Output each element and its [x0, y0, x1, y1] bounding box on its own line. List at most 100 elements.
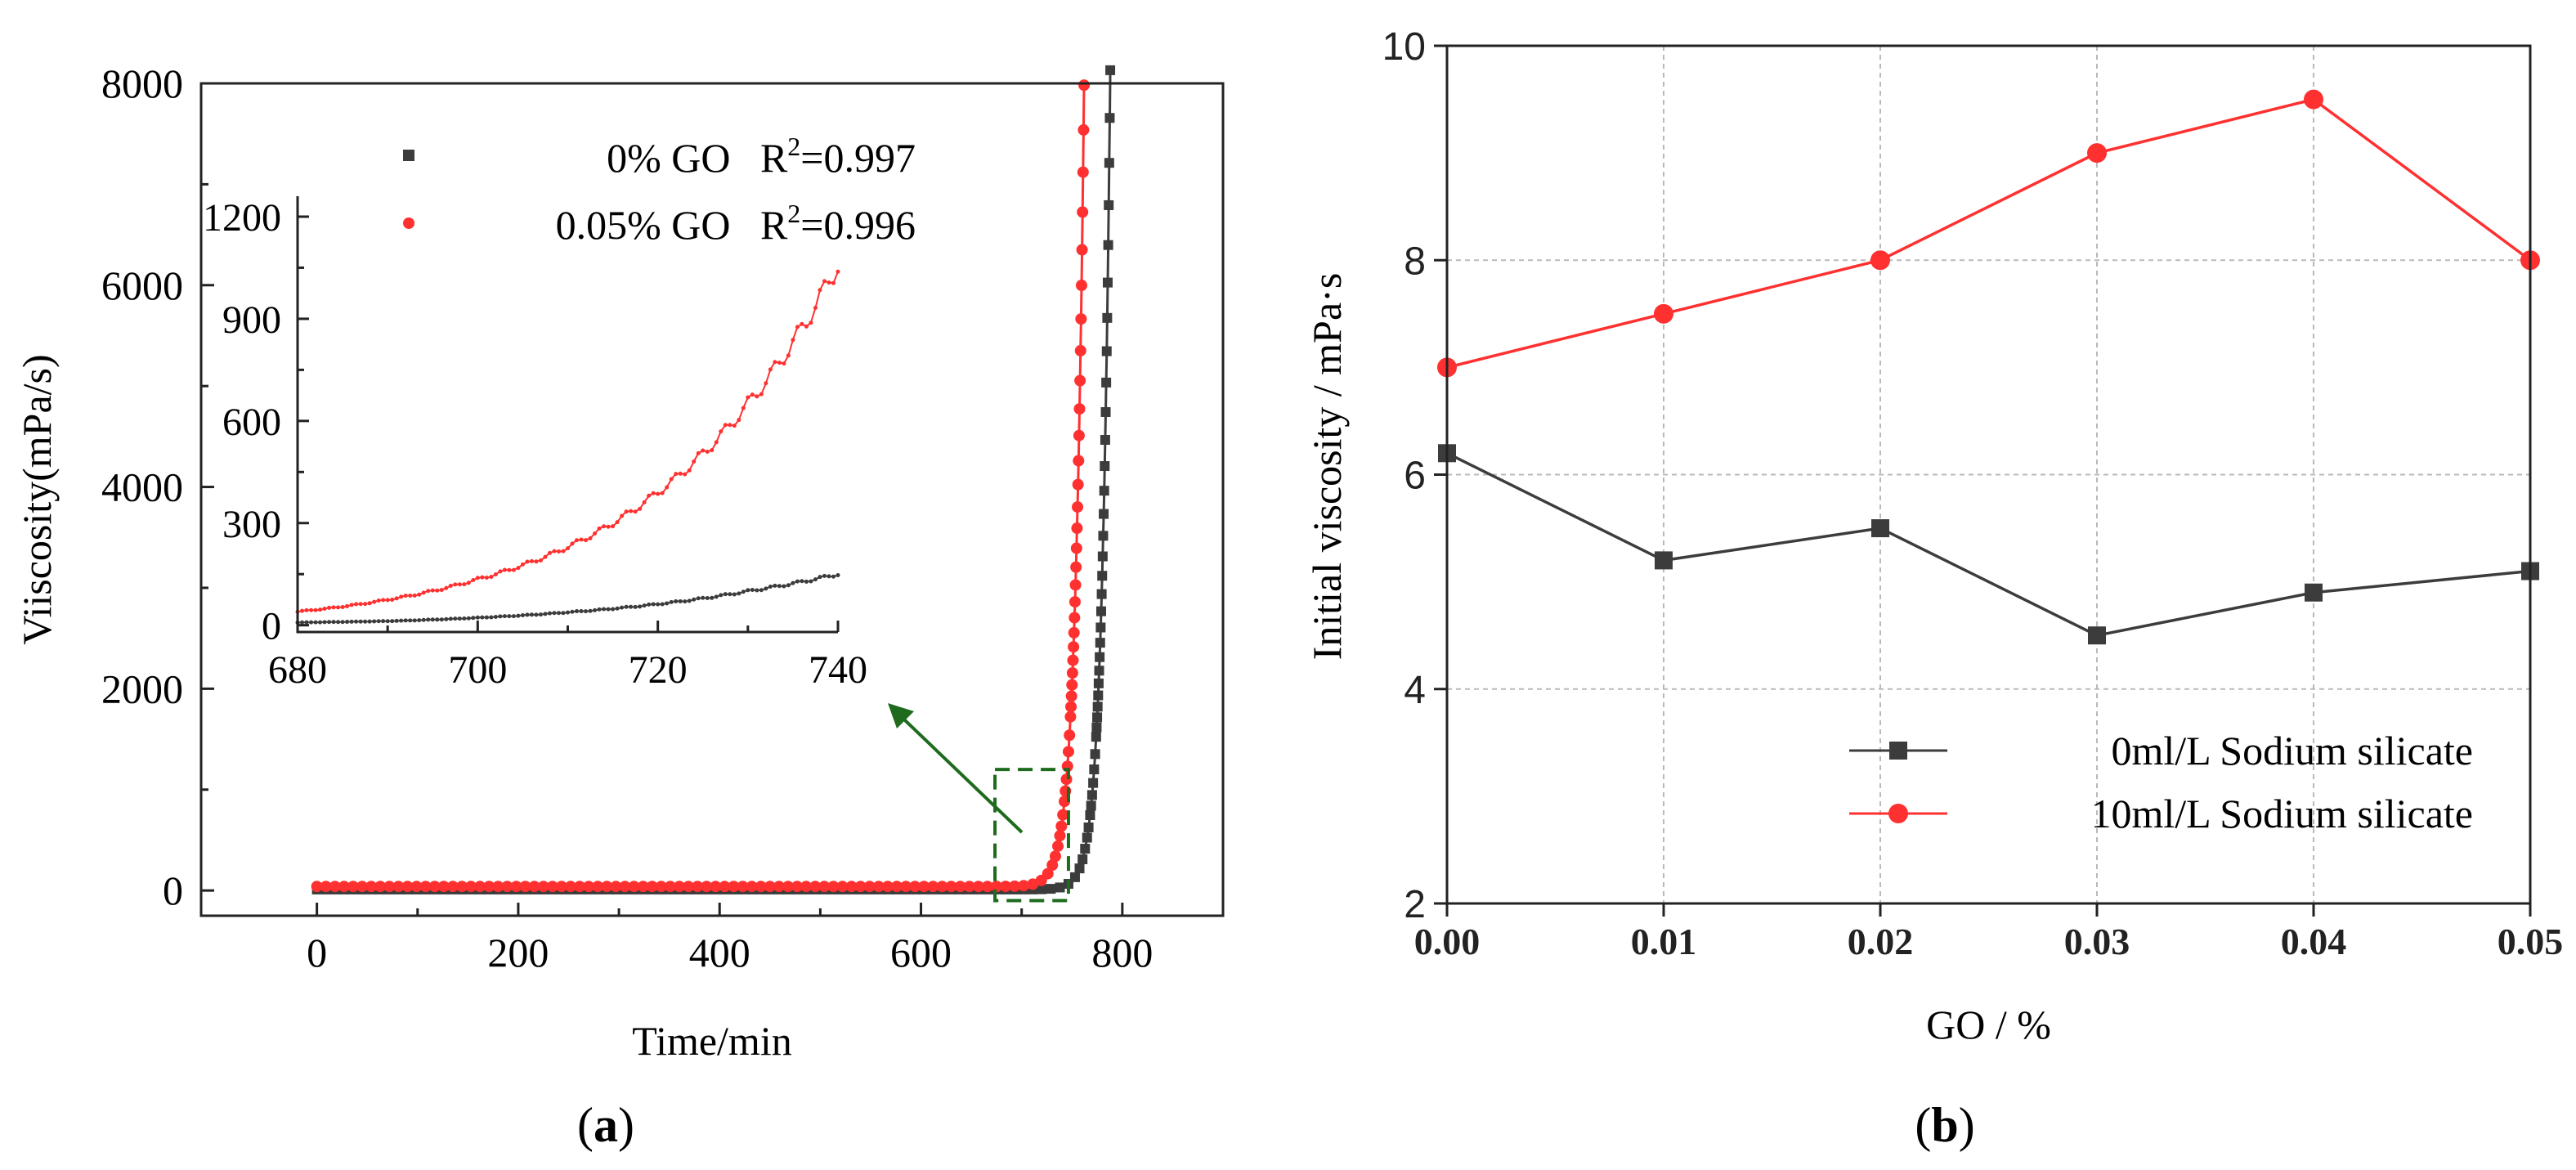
data-point	[2305, 583, 2323, 602]
data-point	[1092, 712, 1103, 723]
data-point	[1068, 626, 1080, 639]
data-point	[1095, 638, 1105, 648]
data-point	[1093, 690, 1104, 701]
inset-axes	[296, 196, 838, 634]
data-point	[1082, 832, 1092, 843]
legend-entry-10ml: 10ml/L Sodium silicate	[2090, 791, 2473, 836]
data-point	[1062, 746, 1074, 758]
data-point	[356, 881, 369, 893]
data-point	[437, 881, 450, 893]
data-point	[890, 881, 903, 893]
x-axis-b: 0.00 0.01 0.02 0.03 0.04 0.05	[1414, 903, 2564, 962]
x-axis-label-a: Time/min	[632, 1018, 791, 1064]
data-point	[1068, 596, 1081, 608]
series-line	[1446, 97, 2532, 370]
legend-entry-0ml: 0ml/L Sodium silicate	[2111, 728, 2473, 773]
data-point	[1077, 123, 1090, 136]
r2-sup: 2	[787, 132, 800, 161]
data-point	[537, 881, 549, 893]
data-point	[981, 881, 993, 893]
data-point	[347, 881, 359, 893]
data-point	[791, 881, 804, 893]
series-line	[1446, 451, 2531, 638]
y-tick-label: 2000	[101, 666, 183, 711]
data-point	[1064, 711, 1077, 723]
y-tick-label: 6000	[101, 262, 183, 308]
data-point	[1083, 822, 1094, 832]
grid-b	[1447, 46, 2530, 903]
r2-value: =0.997	[800, 135, 916, 181]
fit-curve	[316, 69, 1112, 891]
r2-prefix: R	[760, 135, 788, 181]
data-point	[1070, 561, 1082, 573]
y-tick-label: 0	[163, 867, 183, 913]
data-point	[1075, 280, 1087, 292]
data-point	[655, 881, 667, 893]
plot-frame-a	[199, 82, 1225, 917]
panel-caption-b: (b)	[1915, 1098, 1974, 1152]
series-0pct-go	[311, 65, 1116, 894]
legend-label: 0.05% GO	[556, 202, 731, 248]
inset-y-axis: 0 300 600 900 1200	[203, 196, 309, 648]
y-tick-label: 4	[1404, 669, 1426, 712]
data-point	[710, 881, 722, 893]
data-point	[1073, 455, 1085, 467]
data-point	[1046, 884, 1056, 894]
data-point	[374, 881, 387, 893]
legend-marker-square	[403, 150, 414, 161]
data-point	[492, 881, 504, 893]
x-tick-label: 0.05	[2498, 921, 2564, 962]
data-point	[945, 881, 957, 893]
data-point	[1049, 850, 1061, 863]
data-point	[1073, 429, 1085, 442]
inset-x-tick-label: 680	[268, 648, 327, 692]
data-point	[900, 881, 912, 893]
x-tick-label: 0.00	[1414, 921, 1481, 962]
data-point	[1103, 240, 1113, 250]
data-point	[1069, 872, 1080, 882]
data-point	[701, 881, 713, 893]
data-point	[1097, 551, 1108, 562]
data-point	[2087, 143, 2107, 164]
data-point	[329, 881, 341, 893]
data-point	[1093, 678, 1104, 688]
r2-prefix: R	[760, 202, 788, 248]
legend-marker-circle	[403, 217, 414, 229]
data-point	[927, 881, 939, 893]
data-point	[683, 881, 695, 893]
x-tick-label: 0.01	[1631, 921, 1697, 962]
data-point	[320, 881, 332, 893]
inset-curve	[297, 574, 839, 624]
data-point	[1066, 679, 1078, 691]
series-005pct-go	[311, 79, 1091, 893]
y-tick-label: 4000	[101, 464, 183, 510]
data-point	[1085, 810, 1095, 821]
data-point	[719, 881, 731, 893]
data-point	[592, 881, 604, 893]
data-point	[1654, 303, 1673, 324]
legend-a: 0% GO R2=0.997 0.05% GO R2=0.996	[403, 132, 916, 248]
data-point	[1077, 854, 1088, 864]
r2-sup: 2	[787, 199, 800, 228]
r2-value: =0.996	[800, 202, 916, 248]
data-point	[1655, 551, 1673, 570]
data-point	[428, 881, 441, 893]
data-point	[755, 881, 767, 893]
data-point	[519, 881, 531, 893]
data-point	[1078, 79, 1091, 92]
inset-series-005pct-go	[295, 269, 840, 614]
y-axis-a: 0 2000 4000 6000 8000	[101, 61, 214, 913]
data-point	[601, 881, 613, 893]
legend-label: 0% GO	[607, 135, 730, 181]
data-point	[1095, 652, 1105, 662]
data-point	[583, 881, 595, 893]
data-point	[1070, 542, 1082, 554]
data-point	[1060, 773, 1073, 786]
data-point	[311, 881, 323, 893]
data-point	[1068, 641, 1080, 653]
x-tick-label: 400	[689, 930, 750, 975]
data-point	[863, 881, 876, 893]
data-point	[972, 881, 984, 893]
x-tick-label: 800	[1091, 930, 1153, 975]
